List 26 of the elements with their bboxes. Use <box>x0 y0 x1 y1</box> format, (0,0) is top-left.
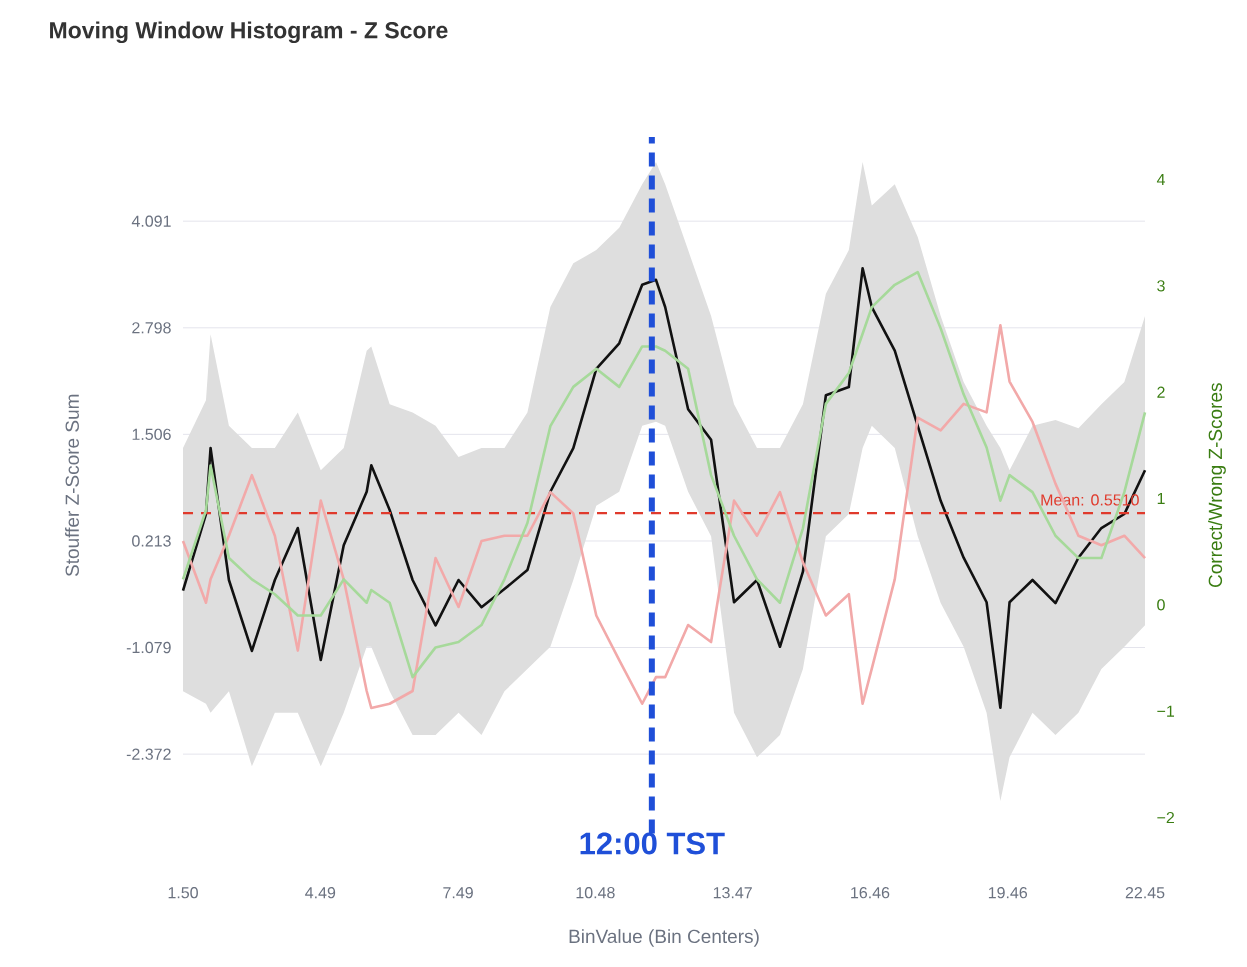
x-tick-label: 1.50 <box>168 887 198 899</box>
y-tick-label: -2.372 <box>126 748 171 760</box>
chart-title: Moving Window Histogram - Z Score <box>50 21 448 44</box>
y-tick-label: -1.079 <box>126 641 171 654</box>
y2-tick-label: 0 <box>1157 599 1165 611</box>
y-tick-label: 4.091 <box>131 215 171 227</box>
y2-tick-label: 4 <box>1156 174 1165 186</box>
y2-tick-label: −1 <box>1157 705 1175 717</box>
x-tick-label: 10.48 <box>576 887 615 899</box>
y2-tick-label: −2 <box>1157 811 1174 824</box>
x-tick-label: 16.46 <box>851 887 890 899</box>
x-tick-label: 22.45 <box>1125 887 1165 899</box>
x-tick-label: 7.49 <box>443 887 473 899</box>
ref-line-label: 12:00 TST <box>580 832 725 855</box>
y-tick-label: 1.506 <box>132 428 171 441</box>
x-tick-label: 19.46 <box>988 887 1028 899</box>
y2-tick-label: 1 <box>1157 493 1165 505</box>
y2-tick-label: 2 <box>1157 386 1165 398</box>
x-tick-label: 4.49 <box>305 887 336 899</box>
y2-axis-title: Correct/Wrong Z-Scores <box>1208 383 1226 588</box>
y-axis-title: Stouffer Z-Score Sum <box>65 394 79 577</box>
y2-tick-label: 3 <box>1157 280 1165 292</box>
x-tick-label: 13.47 <box>713 887 752 899</box>
x-axis-title: BinValue (Bin Centers) <box>569 929 759 947</box>
y-tick-label: 2.798 <box>132 322 171 334</box>
y-tick-label: 0.213 <box>132 535 171 547</box>
